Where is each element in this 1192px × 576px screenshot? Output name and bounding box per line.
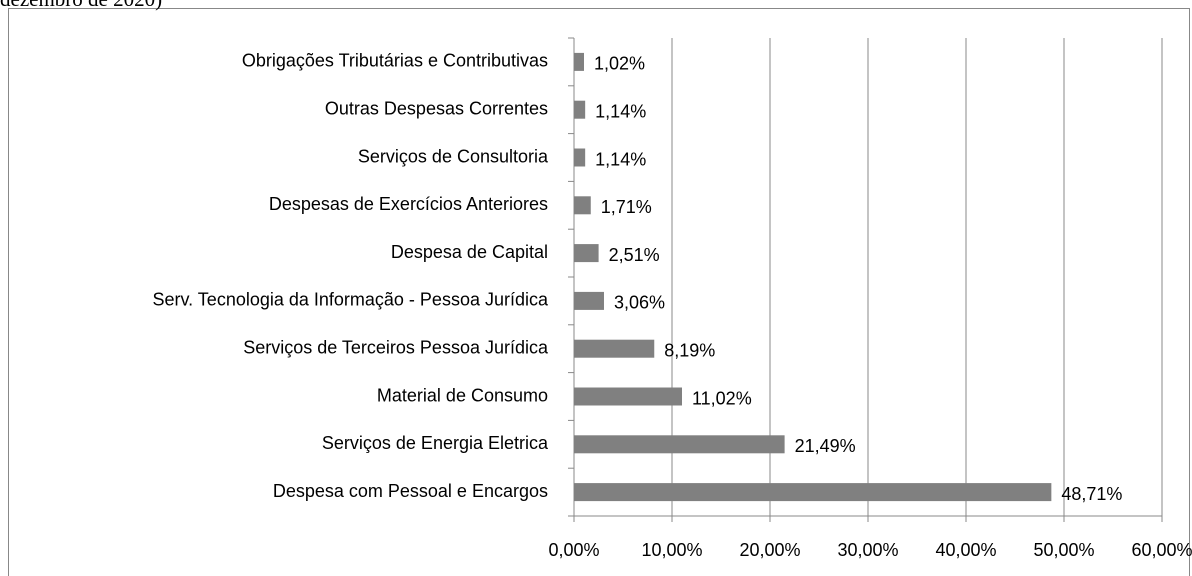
data-label: 1,14%	[595, 101, 646, 121]
x-tick-label: 30,00%	[837, 540, 898, 560]
bar	[574, 435, 785, 454]
bar	[574, 387, 682, 406]
data-label: 2,51%	[609, 245, 660, 265]
y-tick-label: Despesa com Pessoal e Encargos	[273, 481, 548, 501]
x-tick-label: 20,00%	[739, 540, 800, 560]
chart-border	[8, 8, 1190, 576]
data-label: 1,14%	[595, 149, 646, 169]
bar	[574, 339, 655, 358]
bar	[574, 52, 584, 71]
y-tick-label: Material de Consumo	[377, 385, 548, 405]
data-label: 1,02%	[594, 54, 645, 74]
bar	[574, 483, 1052, 502]
y-tick-label: Serviços de Energia Eletrica	[322, 433, 549, 453]
x-tick-label: 40,00%	[935, 540, 996, 560]
y-tick-label: Despesas de Exercícios Anteriores	[269, 194, 548, 214]
data-label: 1,71%	[601, 197, 652, 217]
y-tick-label: Outras Despesas Correntes	[325, 98, 548, 118]
bar	[574, 100, 586, 119]
y-tick-label: Serviços de Consultoria	[358, 146, 549, 166]
x-tick-label: 10,00%	[641, 540, 702, 560]
data-label: 21,49%	[795, 436, 856, 456]
y-tick-label: Serviços de Terceiros Pessoa Jurídica	[243, 337, 549, 357]
y-tick-label: Obrigações Tributárias e Contributivas	[242, 51, 548, 71]
bar	[574, 244, 599, 263]
bar	[574, 148, 586, 167]
x-tick-label: 50,00%	[1033, 540, 1094, 560]
y-tick-label: Serv. Tecnologia da Informação - Pessoa …	[152, 290, 549, 310]
bar	[574, 291, 604, 310]
x-tick-label: 60,00%	[1131, 540, 1192, 560]
x-tick-label: 0,00%	[548, 540, 599, 560]
data-label: 11,02%	[692, 388, 752, 408]
data-label: 8,19%	[664, 340, 715, 360]
y-tick-label: Despesa de Capital	[391, 242, 548, 262]
chart-title: dezembro de 2020)	[0, 0, 162, 11]
data-label: 3,06%	[614, 293, 665, 313]
bar	[574, 196, 591, 215]
data-label: 48,71%	[1061, 484, 1122, 504]
